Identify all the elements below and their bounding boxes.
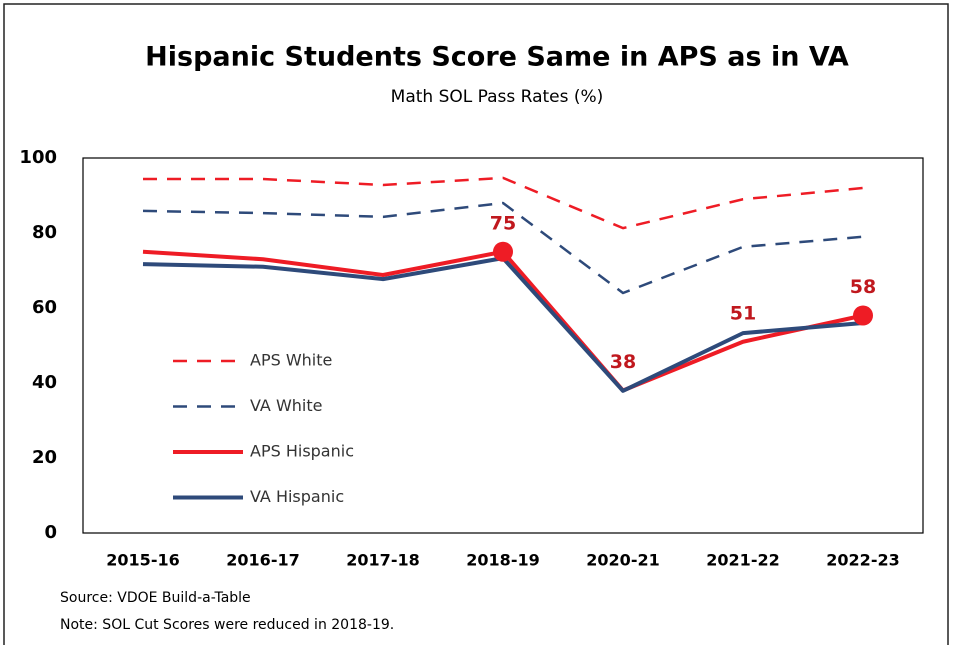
y-tick-label: 60: [32, 297, 57, 318]
point-marker: [493, 241, 513, 262]
chart-subtitle: Math SOL Pass Rates (%): [391, 87, 604, 107]
x-tick-label: 2018-19: [466, 551, 539, 570]
legend-label: APS Hispanic: [250, 442, 354, 461]
series-line: [142, 256, 864, 393]
x-tick-label: 2022-23: [826, 551, 899, 570]
y-tick-label: 20: [32, 447, 57, 468]
data-label: 51: [730, 302, 756, 324]
y-tick-label: 100: [19, 147, 57, 168]
legend-label: VA Hispanic: [250, 487, 344, 506]
legend-label: VA White: [250, 396, 322, 415]
x-tick-label: 2020-21: [586, 551, 659, 570]
plot-area: [82, 157, 924, 534]
x-tick-label: 2016-17: [226, 551, 299, 570]
data-label: 58: [850, 276, 876, 298]
series-line: [142, 201, 864, 295]
chart-title: Hispanic Students Score Same in APS as i…: [145, 42, 849, 73]
x-tick-label: 2015-16: [106, 551, 179, 570]
data-label: 75: [490, 212, 516, 234]
y-tick-label: 0: [44, 522, 57, 543]
x-tick-label: 2021-22: [706, 551, 779, 570]
frame: [3, 3, 949, 645]
y-tick-label: 80: [32, 222, 57, 243]
source-note: Source: VDOE Build-a-Table: [60, 590, 251, 606]
legend-label: APS White: [250, 351, 332, 370]
cut-score-note: Note: SOL Cut Scores were reduced in 201…: [60, 617, 394, 633]
data-label: 38: [610, 351, 636, 373]
y-tick-label: 40: [32, 372, 57, 393]
series-line: [143, 176, 864, 230]
x-tick-label: 2017-18: [346, 551, 419, 570]
point-marker: [853, 305, 873, 326]
